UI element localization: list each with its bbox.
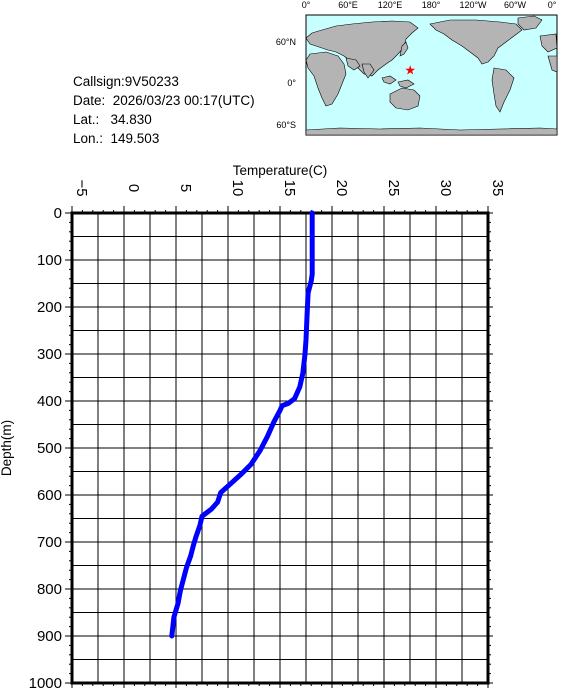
temperature-profile-line (169, 210, 315, 639)
x-tick-label: 10 (229, 180, 246, 197)
x-tick-label: 35 (489, 180, 506, 197)
x-tick-label: 25 (385, 180, 402, 197)
x-tick-label: 20 (333, 180, 350, 197)
y-tick-label: 0 (54, 205, 62, 222)
map-lon-label: 180° (422, 0, 441, 10)
chart-grid (71, 212, 489, 684)
map-lat-label: 0° (287, 78, 296, 88)
x-tick-label: 5 (177, 184, 194, 192)
date-text: Date: 2026/03/23 00:17(UTC) (73, 93, 255, 108)
map-lat-label: 60°N (276, 37, 296, 47)
map-lon-label: 60°E (338, 0, 358, 10)
station-info: Callsign:9V50233 Date: 2026/03/23 00:17(… (73, 72, 255, 148)
x-tick-label: −5 (73, 179, 90, 196)
x-axis-label: Temperature(C) (233, 163, 328, 178)
y-tick-label: 700 (37, 534, 62, 551)
y-tick-label: 300 (37, 346, 62, 363)
callsign-text: Callsign:9V50233 (73, 74, 179, 89)
location-marker-icon: ★ (404, 63, 416, 78)
map-lon-label: 60°W (504, 0, 527, 10)
longitude-text: Lon.: 149.503 (73, 131, 160, 146)
y-tick-label: 600 (37, 487, 62, 504)
map-top-labels: 0° 60°E 120°E 180° 120°W 60°W 0° (302, 0, 557, 10)
y-tick-labels: 0 100 200 300 400 500 600 700 800 900 1000 (29, 205, 62, 690)
map-lon-label: 120°W (459, 0, 487, 10)
map-lon-label: 0° (302, 0, 311, 10)
map-lat-label: 60°S (276, 120, 296, 130)
y-tick-label: 900 (37, 628, 62, 645)
y-tick-label: 800 (37, 581, 62, 598)
y-tick-label: 200 (37, 299, 62, 316)
y-tick-label: 100 (37, 252, 62, 269)
map-left-labels: 60°N 0° 60°S (276, 37, 297, 130)
map-land (305, 15, 558, 136)
x-tick-label: 30 (437, 180, 454, 197)
x-tick-label: 15 (281, 180, 298, 197)
map-lon-label: 0° (548, 0, 557, 10)
x-tick-labels: −5 0 5 10 15 20 25 30 35 (73, 179, 506, 196)
y-tick-label: 500 (37, 440, 62, 457)
y-tick-label: 1000 (29, 675, 62, 690)
y-axis-label: Depth(m) (0, 420, 14, 476)
chart-ticks (65, 206, 493, 688)
x-tick-label: 0 (125, 184, 142, 192)
latitude-text: Lat.: 34.830 (73, 112, 152, 127)
map-lon-label: 120°E (378, 0, 403, 10)
y-tick-label: 400 (37, 393, 62, 410)
location-map: 0° 60°E 120°E 180° 120°W 60°W 0° 60°N 0°… (276, 0, 558, 136)
